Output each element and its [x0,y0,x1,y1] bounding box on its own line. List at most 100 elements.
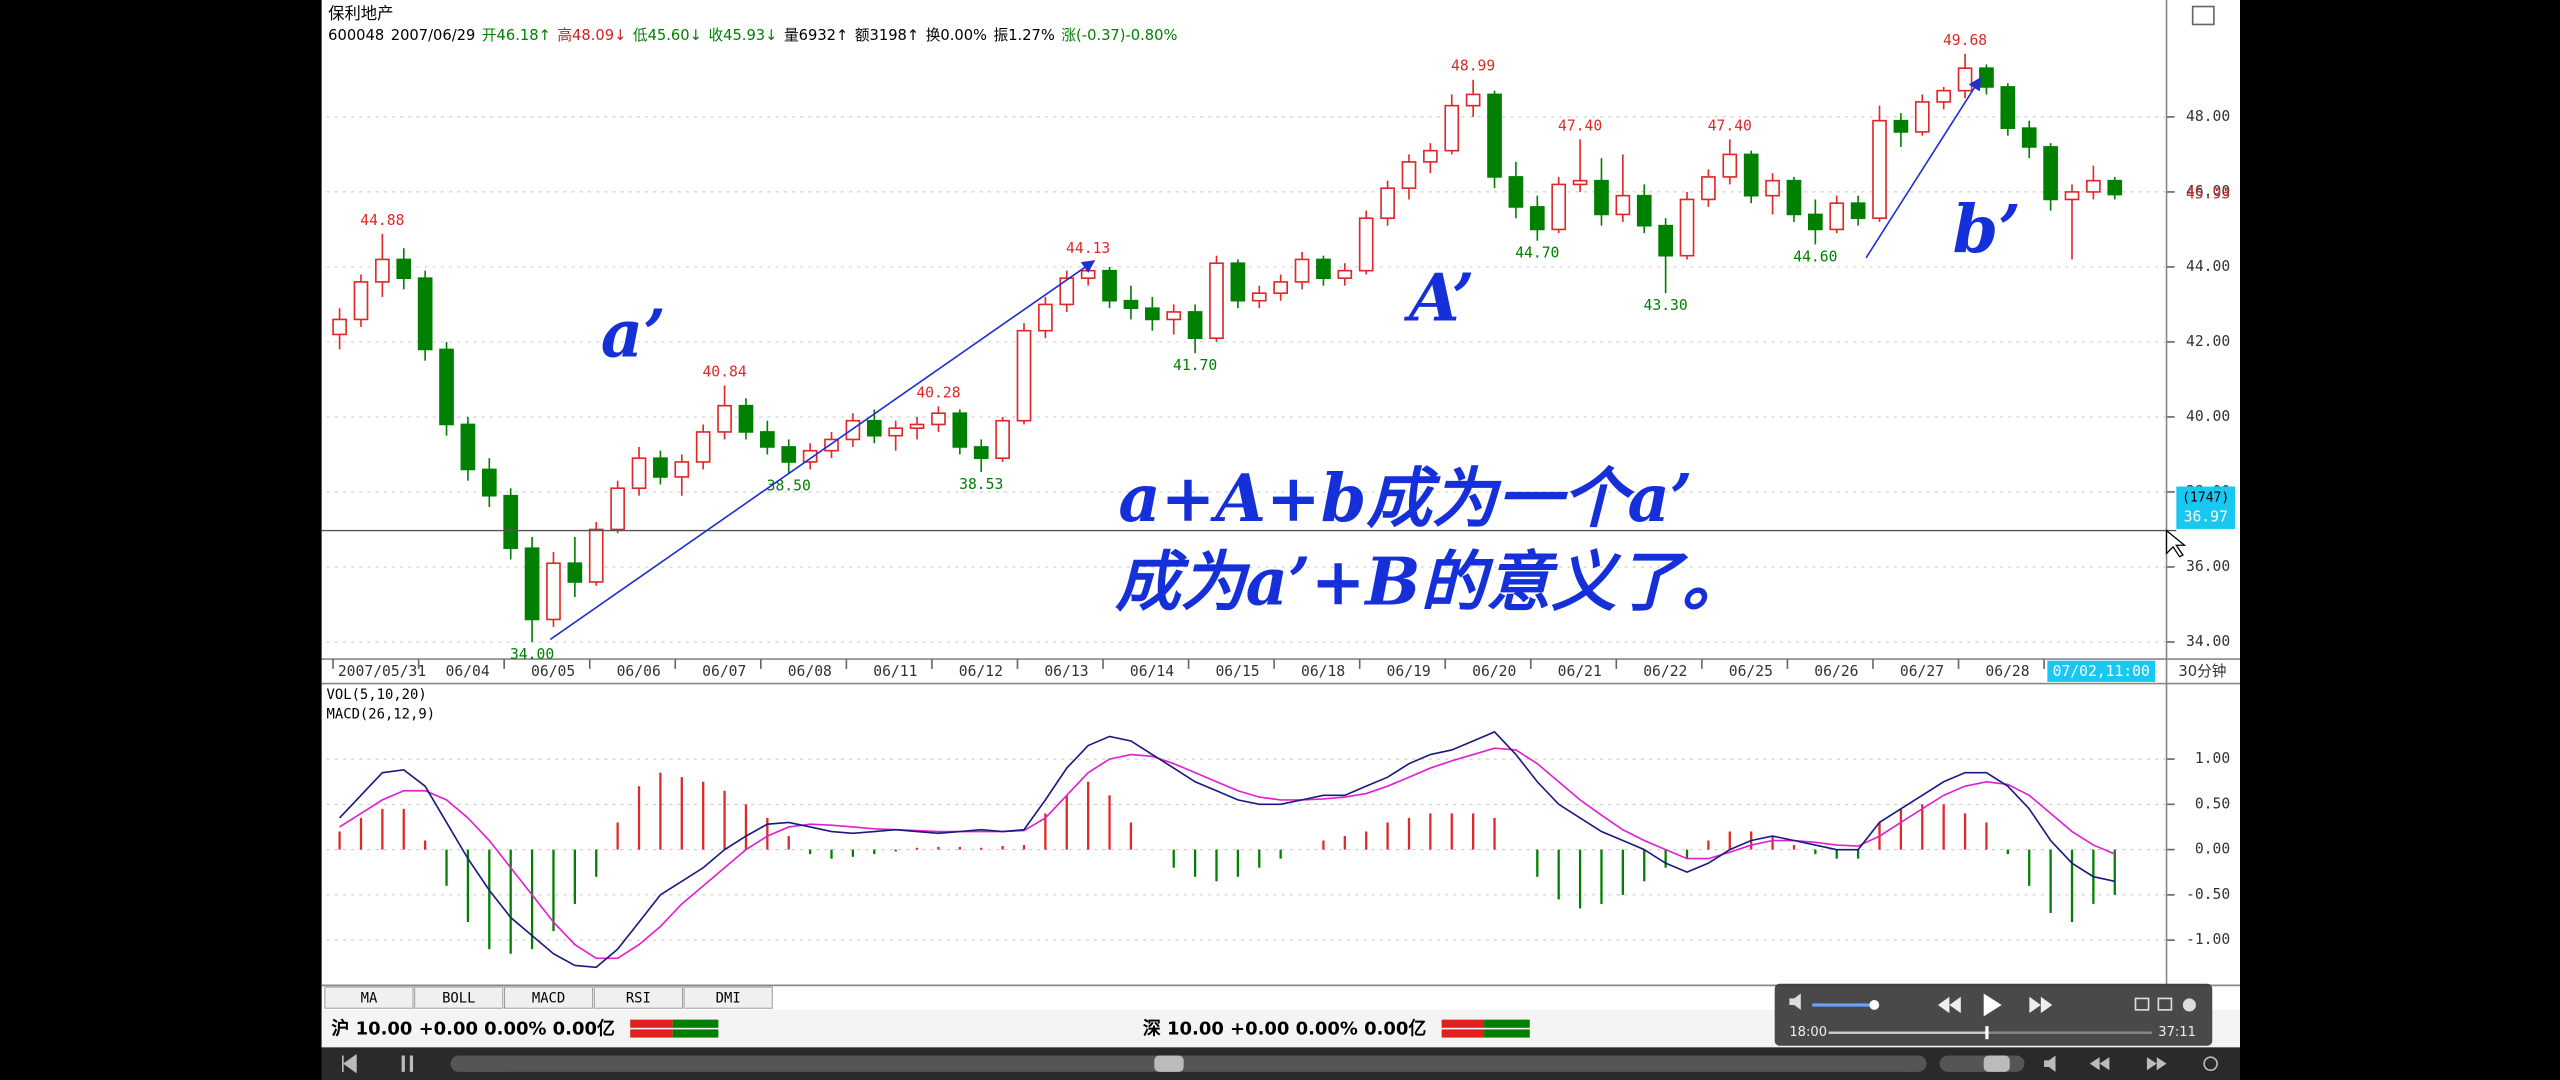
total-time: 37:11 [2158,1025,2196,1040]
tab-label[interactable]: MACD [532,990,565,1006]
candle-body [2107,179,2123,196]
low-label: 41.70 [1173,357,1217,374]
window-icon[interactable] [2191,5,2215,26]
low-label: 44.70 [1515,245,1559,262]
settings-button[interactable] [2182,998,2196,1012]
candle-body [396,258,412,280]
candle-body [2000,86,2016,129]
seek-knob[interactable] [1985,1026,1989,1040]
tab-label[interactable]: BOLL [442,990,475,1006]
tabs: MA BOLL MACD RSI DMI [324,986,773,1009]
pause-button[interactable] [401,1055,405,1072]
candle-body [1465,93,1481,107]
candle-body [1722,153,1738,178]
tab-label[interactable]: DMI [716,990,741,1006]
candle-body [1594,179,1609,216]
tab-label[interactable]: MA [361,990,378,1006]
candle-body [995,419,1010,460]
y-tick-label: 1.00 [2195,750,2230,767]
scroll-track[interactable] [450,1055,1927,1072]
note-line: 成为a’+B的意义了。 [1115,544,1747,620]
rewind-button[interactable] [1937,996,1961,1014]
status-sh: 沪 10.00 +0.00 0.00% 0.00亿 [331,1017,615,1039]
high-label: 47.40 [1708,117,1752,134]
candle-body [1423,149,1438,163]
candle-body [738,404,754,433]
candle-body [674,461,690,478]
tab[interactable] [593,986,683,1009]
candle-body [417,277,433,351]
candle-body [1701,176,1716,201]
tab[interactable] [504,986,594,1009]
tab-label[interactable]: RSI [626,990,651,1006]
dea-line [339,747,2116,960]
menu-button[interactable] [2203,1056,2218,1072]
y-tick-label: 48.00 [2186,108,2230,125]
candle-body [1572,179,1588,186]
volume-thumb[interactable] [1983,1055,2010,1072]
volume-icon[interactable] [1789,993,1801,1010]
mini-bar [1441,1019,1485,1028]
candle-body [973,446,989,460]
x-tick-label: 06/07 [702,663,746,680]
high-label: 44.88 [360,212,404,229]
low-label: 38.50 [767,477,811,494]
pause-button[interactable] [409,1055,414,1072]
crosshair-value: 36.97 [2184,509,2228,526]
status-sz: 深 10.00 +0.00 0.00% 0.00亿 [1143,1017,1427,1039]
candle-body [1850,202,1866,219]
macd-chart: VOL(5,10,20) MACD(26,12,9) -1.00 -0.50 0.00 0… [326,687,2230,969]
x-tick-label: 06/28 [1985,663,2029,680]
player-controls [1774,983,2213,1046]
fullscreen-button[interactable] [2157,997,2173,1011]
candle-body [1808,213,1823,231]
candle-body [1893,119,1909,133]
stock-title: 保利地产 [328,4,393,23]
volume-knob[interactable] [1869,1000,1880,1010]
dif-line [338,730,2115,969]
x-tick-label: 06/27 [1900,663,1944,680]
note-b: b’ [1953,192,2021,268]
candle-body [503,494,519,550]
candle-body [760,431,775,448]
candle-body [1508,176,1524,208]
candle-body [1765,179,1780,197]
candle-body [845,419,861,441]
player-buttons[interactable] [2044,1055,2167,1072]
scroll-thumb[interactable] [1154,1055,1184,1072]
candle-body [1743,153,1759,197]
candle-body [567,562,583,583]
prev-button[interactable] [342,1053,357,1074]
tab[interactable] [324,986,414,1009]
candle-body [1380,187,1395,219]
play-button[interactable] [1983,993,2002,1017]
x-tick-label: 06/06 [617,663,661,680]
info-item: 振1.27% [994,27,1055,44]
candle-body [1786,179,1802,216]
tab[interactable] [414,986,504,1009]
mini-bar [630,1019,673,1028]
candle-body [460,423,476,471]
tab[interactable] [683,986,773,1009]
low-label: 43.30 [1644,297,1688,314]
candle-body [1059,277,1075,306]
x-tick-label: 06/22 [1643,663,1687,680]
indicator-label: VOL(5,10,20) [327,687,427,703]
x-tick-label: 06/19 [1387,663,1431,680]
info-item: 量6932↑ [784,27,848,44]
forward-button[interactable] [2029,996,2053,1014]
period-label: 30分钟 [2178,663,2226,680]
candle-body [1080,269,1096,280]
x-tick-label: 06/08 [788,663,832,680]
high-label: 44.13 [1066,240,1110,257]
pip-button[interactable] [2134,997,2150,1011]
candle-body [653,457,668,478]
x-tick-label: 06/15 [1215,663,1259,680]
volume-track[interactable] [1939,1055,2025,1072]
x-tick-label: 06/20 [1472,663,1516,680]
elapsed-time: 18:00 [1789,1025,1827,1040]
x-tick-label: 06/18 [1301,663,1345,680]
candle-body [481,468,497,497]
high-label: 47.40 [1558,117,1602,134]
candle-body [1636,194,1652,227]
